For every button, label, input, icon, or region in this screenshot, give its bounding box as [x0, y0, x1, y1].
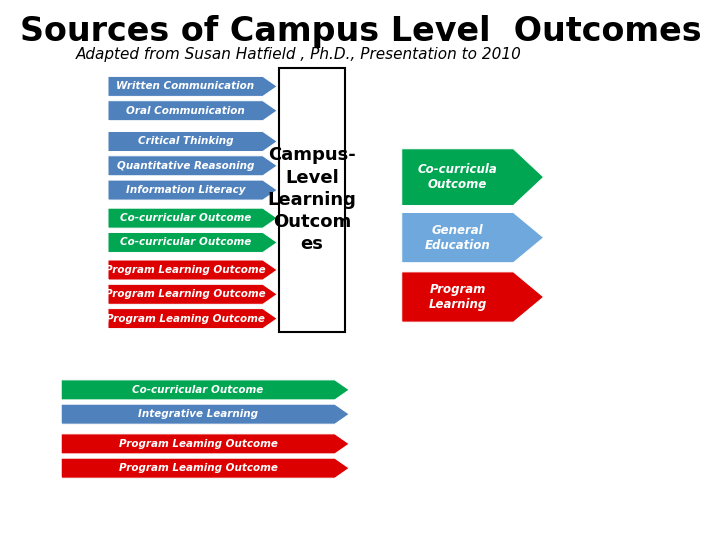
Text: Quantitative Reasoning: Quantitative Reasoning — [117, 161, 254, 171]
Text: Program Learning Outcome: Program Learning Outcome — [105, 265, 266, 275]
Polygon shape — [108, 156, 277, 176]
Text: Co-curricular Outcome: Co-curricular Outcome — [120, 213, 251, 223]
Polygon shape — [108, 232, 277, 252]
Text: Sources of Campus Level  Outcomes: Sources of Campus Level Outcomes — [20, 15, 702, 48]
Text: Information Literacy: Information Literacy — [126, 185, 245, 195]
Polygon shape — [108, 131, 277, 151]
Polygon shape — [402, 272, 544, 322]
Text: Program Leaming Outcome: Program Leaming Outcome — [119, 463, 277, 473]
Text: Co-curricular Outcome: Co-curricular Outcome — [120, 238, 251, 247]
Text: Co-curricular Outcome: Co-curricular Outcome — [132, 385, 264, 395]
Polygon shape — [61, 404, 349, 424]
Text: Program
Learning: Program Learning — [428, 283, 487, 311]
Text: Critical Thinking: Critical Thinking — [138, 137, 233, 146]
Text: Oral Communication: Oral Communication — [126, 106, 245, 116]
Text: Program Learning Outcome: Program Learning Outcome — [105, 289, 266, 299]
Bar — [279, 68, 345, 332]
Polygon shape — [61, 380, 349, 400]
Text: Campus-
Level
Learning
Outcom
es: Campus- Level Learning Outcom es — [267, 146, 356, 253]
Text: Co-curricula
Outcome: Co-curricula Outcome — [418, 163, 498, 191]
Text: Program Leaming Outcome: Program Leaming Outcome — [106, 314, 265, 323]
Text: Integrative Learning: Integrative Learning — [138, 409, 258, 419]
Polygon shape — [402, 148, 544, 205]
Polygon shape — [108, 284, 277, 304]
Polygon shape — [108, 180, 277, 200]
Polygon shape — [108, 76, 277, 96]
Text: Adapted from Susan Hatfield , Ph.D., Presentation to 2010: Adapted from Susan Hatfield , Ph.D., Pre… — [76, 47, 521, 62]
Polygon shape — [61, 458, 349, 478]
Polygon shape — [108, 208, 277, 228]
Polygon shape — [61, 434, 349, 454]
Text: General
Education: General Education — [425, 224, 490, 252]
Polygon shape — [108, 309, 277, 328]
Text: Written Communication: Written Communication — [117, 82, 254, 91]
Text: Program Leaming Outcome: Program Leaming Outcome — [119, 439, 277, 449]
Polygon shape — [108, 260, 277, 280]
Polygon shape — [402, 212, 544, 262]
Polygon shape — [108, 100, 277, 120]
